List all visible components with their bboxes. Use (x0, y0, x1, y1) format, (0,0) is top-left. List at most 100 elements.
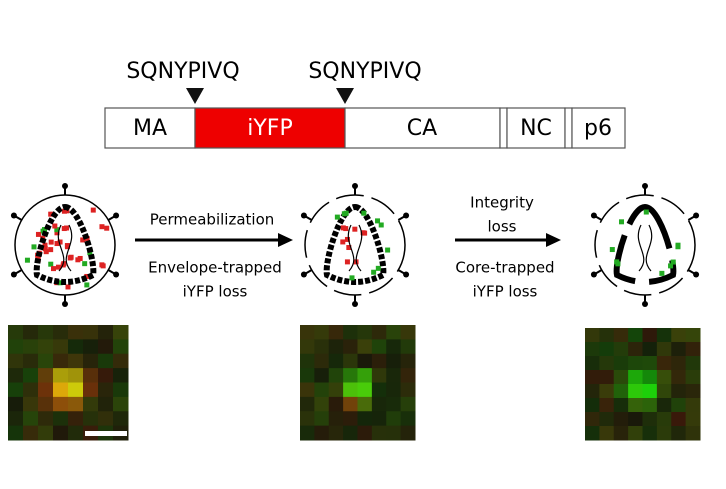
cleavage-marker (336, 88, 354, 104)
micro-pixel (671, 342, 687, 357)
micro-pixel (113, 339, 129, 355)
micro-pixel (300, 425, 315, 441)
micro-pixel (400, 425, 416, 441)
micro-pixel (357, 353, 373, 369)
micro-pixel (38, 368, 54, 383)
spike-head (62, 183, 68, 189)
step-label: Envelope-trapped (148, 259, 282, 277)
gag-dot (43, 249, 49, 255)
micro-pixel (371, 411, 387, 427)
micro-pixel (613, 398, 629, 413)
gag-dot (90, 207, 96, 213)
gag-dot (24, 257, 30, 263)
micro-pixel (585, 398, 600, 413)
micro-pixel (314, 396, 330, 412)
gag-dot (48, 211, 54, 217)
micro-pixel (314, 339, 330, 355)
micro-pixel (328, 425, 344, 441)
micro-pixel (613, 384, 629, 399)
micro-pixel (599, 356, 615, 371)
micro-pixel (656, 426, 672, 441)
spike-head (642, 301, 648, 307)
micro-pixel (8, 396, 24, 412)
micro-pixel (585, 356, 600, 371)
micro-pixel (386, 353, 402, 369)
micro-pixel (300, 339, 315, 355)
rna (347, 224, 363, 272)
micro-pixel (685, 356, 701, 371)
gag-dot (51, 266, 57, 272)
rna (637, 224, 653, 272)
micro-pixel (685, 370, 701, 385)
spike-head (403, 271, 410, 278)
gag-dot (75, 257, 81, 263)
gag-dot (349, 275, 355, 281)
micro-pixel (38, 396, 54, 412)
gag-dot (668, 263, 674, 269)
micro-pixel (613, 342, 629, 357)
micro-pixel (343, 396, 358, 412)
micro-pixel (113, 325, 129, 340)
micro-pixel (371, 325, 387, 340)
micro-pixel (656, 328, 672, 343)
micro-pixel (113, 411, 129, 427)
micro-pixel (642, 398, 658, 413)
gag-dot (360, 230, 366, 236)
micro-pixel (642, 384, 658, 399)
gag-dot (54, 230, 60, 236)
micro-pixel (8, 425, 24, 441)
micro-pixel (642, 342, 658, 357)
micro-pixel (8, 325, 24, 340)
micro-pixel (671, 328, 687, 343)
micro-pixel (53, 325, 69, 340)
micro-pixel (642, 328, 658, 343)
micro-pixel (613, 356, 629, 371)
micro-pixel (628, 426, 643, 441)
micro-pixel (371, 425, 387, 441)
micro-pixel (113, 368, 129, 383)
micro-pixel (23, 382, 39, 398)
micro-pixel (38, 325, 54, 340)
micro-pixel (53, 425, 69, 441)
illustrations (8, 183, 701, 441)
micro-pixel (53, 411, 69, 427)
micro-pixel (357, 382, 373, 398)
micro-pixel (314, 325, 330, 340)
micro-pixel (83, 339, 99, 355)
micro-pixel (68, 425, 84, 441)
micro-pixel (599, 384, 615, 399)
micro-pixel (628, 370, 643, 385)
micro-pixel (8, 382, 24, 398)
micro-pixel (357, 368, 373, 383)
micro-pixel (628, 384, 643, 399)
spike-head (352, 301, 358, 307)
gag-dot (82, 261, 88, 267)
micro-pixel (343, 353, 358, 369)
micro-pixel (300, 382, 315, 398)
micro-pixel (656, 342, 672, 357)
micro-pixel (400, 325, 416, 340)
micro-pixel (685, 412, 701, 427)
gag-dot (346, 245, 352, 251)
micro-pixel (68, 339, 84, 355)
step-label: iYFP loss (473, 283, 538, 301)
micro-pixel (371, 353, 387, 369)
segment-label: CA (407, 116, 437, 141)
gag-dot (31, 244, 37, 250)
micro-pixel (314, 353, 330, 369)
micro-pixel (8, 368, 24, 383)
gag-dot (375, 265, 381, 271)
micro-pixel (328, 411, 344, 427)
micro-pixel (38, 339, 54, 355)
micro-pixel (386, 325, 402, 340)
micro-pixel (68, 396, 84, 412)
micro-pixel (585, 342, 600, 357)
gag-dot (48, 239, 54, 245)
micro-pixel (98, 382, 114, 398)
micro-pixel (343, 411, 358, 427)
micro-pixel (585, 370, 600, 385)
gag-dot (375, 218, 381, 224)
micro-pixel (628, 398, 643, 413)
micro-pixel (98, 396, 114, 412)
step-label: Core-trapped (455, 259, 554, 277)
